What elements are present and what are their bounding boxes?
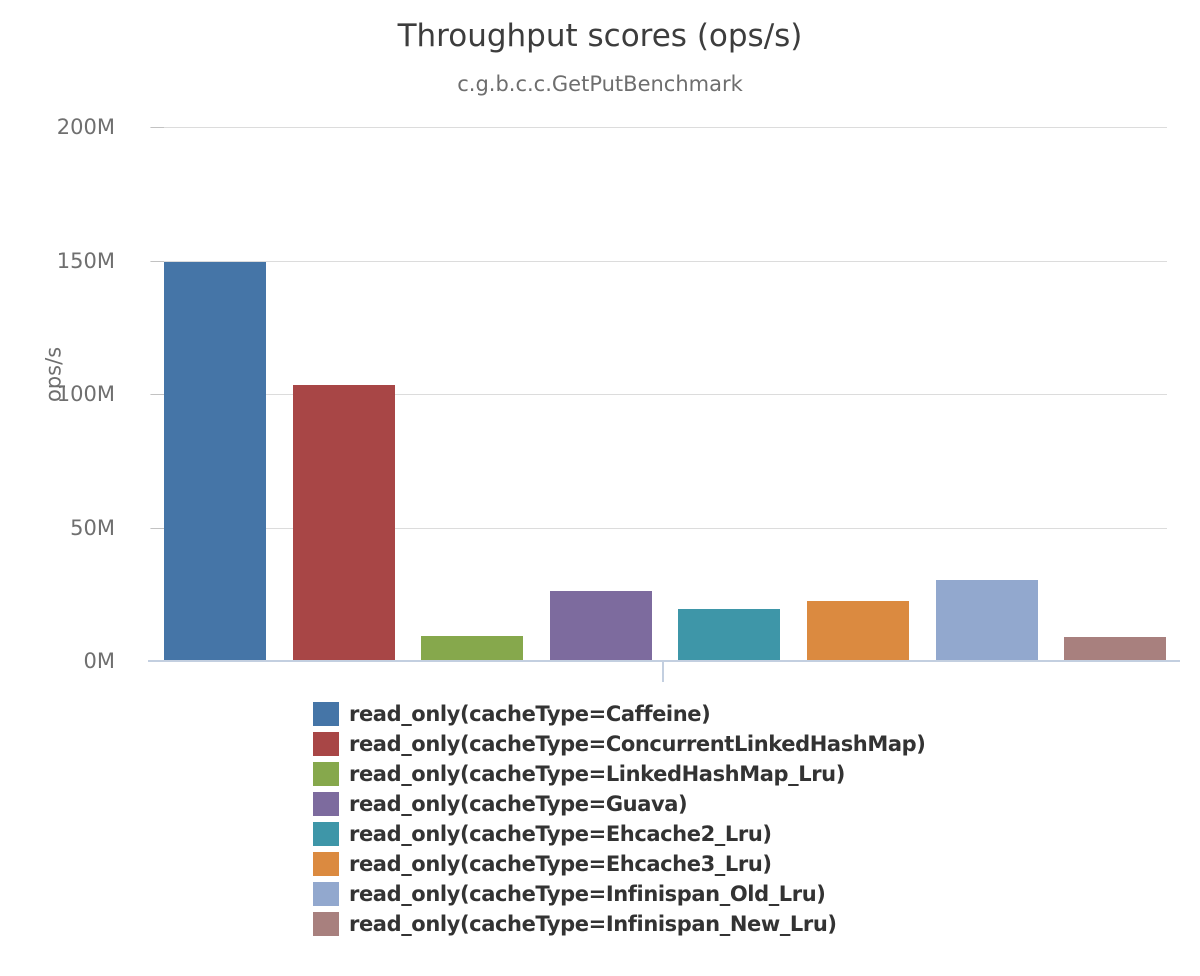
legend-swatch: [313, 882, 339, 906]
chart-subtitle: c.g.b.c.c.GetPutBenchmark: [457, 72, 743, 96]
legend-item-8[interactable]: read_only(cacheType=Infinispan_New_Lru): [313, 909, 925, 939]
gridline-100M: [150, 394, 1167, 395]
legend-item-3[interactable]: read_only(cacheType=LinkedHashMap_Lru): [313, 759, 925, 789]
legend-swatch: [313, 912, 339, 936]
bar-3: [421, 636, 523, 660]
legend-swatch: [313, 852, 339, 876]
legend-label: read_only(cacheType=Infinispan_New_Lru): [349, 912, 837, 936]
bar-2: [293, 385, 395, 660]
y-tick-label-50M: 50M: [70, 516, 115, 540]
legend-swatch: [313, 702, 339, 726]
legend-item-2[interactable]: read_only(cacheType=ConcurrentLinkedHash…: [313, 729, 926, 759]
legend-item-1[interactable]: read_only(cacheType=Caffeine): [313, 699, 925, 729]
legend-label: read_only(cacheType=LinkedHashMap_Lru): [349, 762, 845, 786]
y-tick-dash: [151, 127, 164, 128]
legend-label: read_only(cacheType=Ehcache2_Lru): [349, 822, 772, 846]
legend-swatch: [313, 762, 339, 786]
y-tick-label-100M: 100M: [56, 382, 115, 406]
y-tick-label-150M: 150M: [56, 249, 115, 273]
bar-4: [550, 591, 652, 660]
legend-item-5[interactable]: read_only(cacheType=Ehcache2_Lru): [313, 819, 925, 849]
legend-label: read_only(cacheType=Infinispan_Old_Lru): [349, 882, 826, 906]
gridline-150M: [150, 261, 1167, 262]
bar-7: [936, 580, 1038, 660]
plot-area: 200M 150M 100M 50M 0M: [57, 117, 1180, 682]
y-tick-label-200M: 200M: [56, 115, 115, 139]
gridline-50M: [150, 528, 1167, 529]
bar-8: [1064, 637, 1166, 660]
x-axis-line: [148, 660, 1180, 662]
y-tick-label-0M: 0M: [83, 649, 115, 673]
bar-1: [164, 262, 266, 660]
y-tick-dash: [151, 394, 164, 395]
legend-swatch: [313, 792, 339, 816]
legend-swatch: [313, 822, 339, 846]
gridline-200M: [150, 127, 1167, 128]
legend-label: read_only(cacheType=ConcurrentLinkedHash…: [349, 732, 926, 756]
legend-swatch: [313, 732, 339, 756]
x-axis-tick: [662, 661, 664, 682]
legend-item-6[interactable]: read_only(cacheType=Ehcache3_Lru): [313, 849, 925, 879]
legend-label: read_only(cacheType=Ehcache3_Lru): [349, 852, 772, 876]
legend: read_only(cacheType=Caffeine) read_only(c…: [313, 699, 926, 939]
legend-label: read_only(cacheType=Guava): [349, 792, 688, 816]
legend-item-4[interactable]: read_only(cacheType=Guava): [313, 789, 925, 819]
legend-item-7[interactable]: read_only(cacheType=Infinispan_Old_Lru): [313, 879, 925, 909]
legend-label: read_only(cacheType=Caffeine): [349, 702, 711, 726]
y-tick-dash: [151, 528, 164, 529]
chart-title: Throughput scores (ops/s): [397, 18, 803, 54]
y-tick-dash: [151, 261, 164, 262]
bar-5: [678, 609, 780, 660]
bar-6: [807, 601, 909, 660]
